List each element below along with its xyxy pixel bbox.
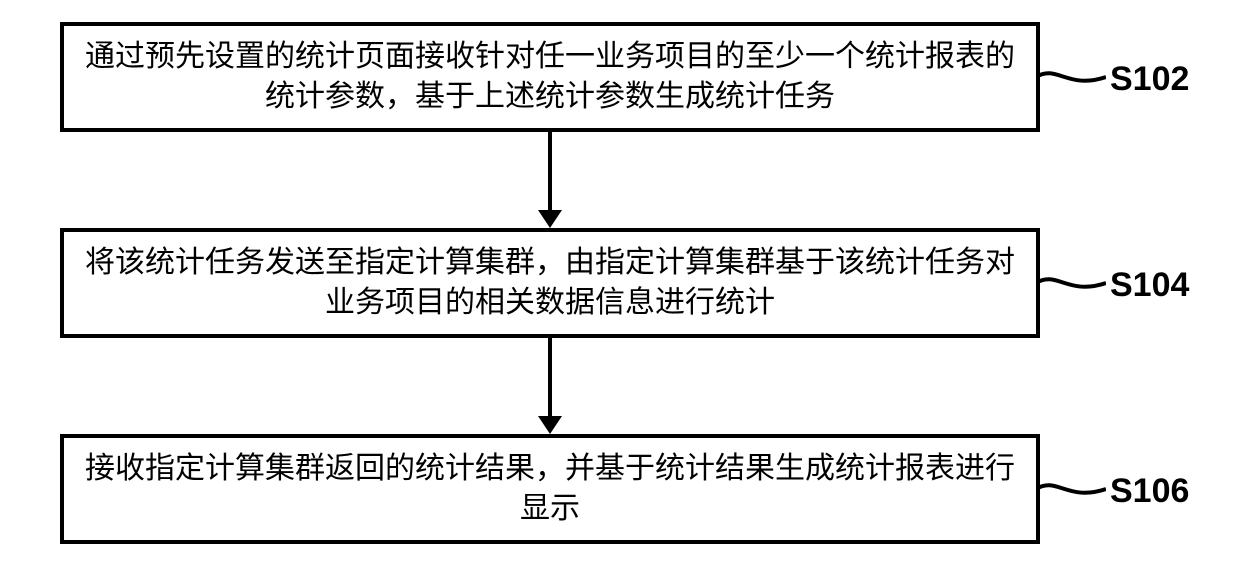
flow-node-s106: 接收指定计算集群返回的统计结果，并基于统计结果生成统计报表进行显示 — [60, 434, 1040, 544]
flow-arrow — [548, 132, 552, 210]
label-connector — [1036, 62, 1106, 92]
flow-node-text: 通过预先设置的统计页面接收针对任一业务项目的至少一个统计报表的统计参数，基于上述… — [84, 37, 1016, 118]
step-label-s102: S102 — [1110, 60, 1189, 99]
flow-node-text: 接收指定计算集群返回的统计结果，并基于统计结果生成统计报表进行显示 — [84, 449, 1016, 530]
step-label-s104: S104 — [1110, 266, 1189, 305]
flow-node-s102: 通过预先设置的统计页面接收针对任一业务项目的至少一个统计报表的统计参数，基于上述… — [60, 22, 1040, 132]
flow-node-s104: 将该统计任务发送至指定计算集群，由指定计算集群基于该统计任务对业务项目的相关数据… — [60, 228, 1040, 338]
flowchart-canvas: 通过预先设置的统计页面接收针对任一业务项目的至少一个统计报表的统计参数，基于上述… — [0, 0, 1240, 586]
arrow-head-icon — [538, 210, 562, 228]
label-connector — [1036, 474, 1106, 504]
arrow-head-icon — [538, 416, 562, 434]
flow-arrow — [548, 338, 552, 416]
label-connector — [1036, 268, 1106, 298]
flow-node-text: 将该统计任务发送至指定计算集群，由指定计算集群基于该统计任务对业务项目的相关数据… — [84, 243, 1016, 324]
step-label-s106: S106 — [1110, 472, 1189, 511]
